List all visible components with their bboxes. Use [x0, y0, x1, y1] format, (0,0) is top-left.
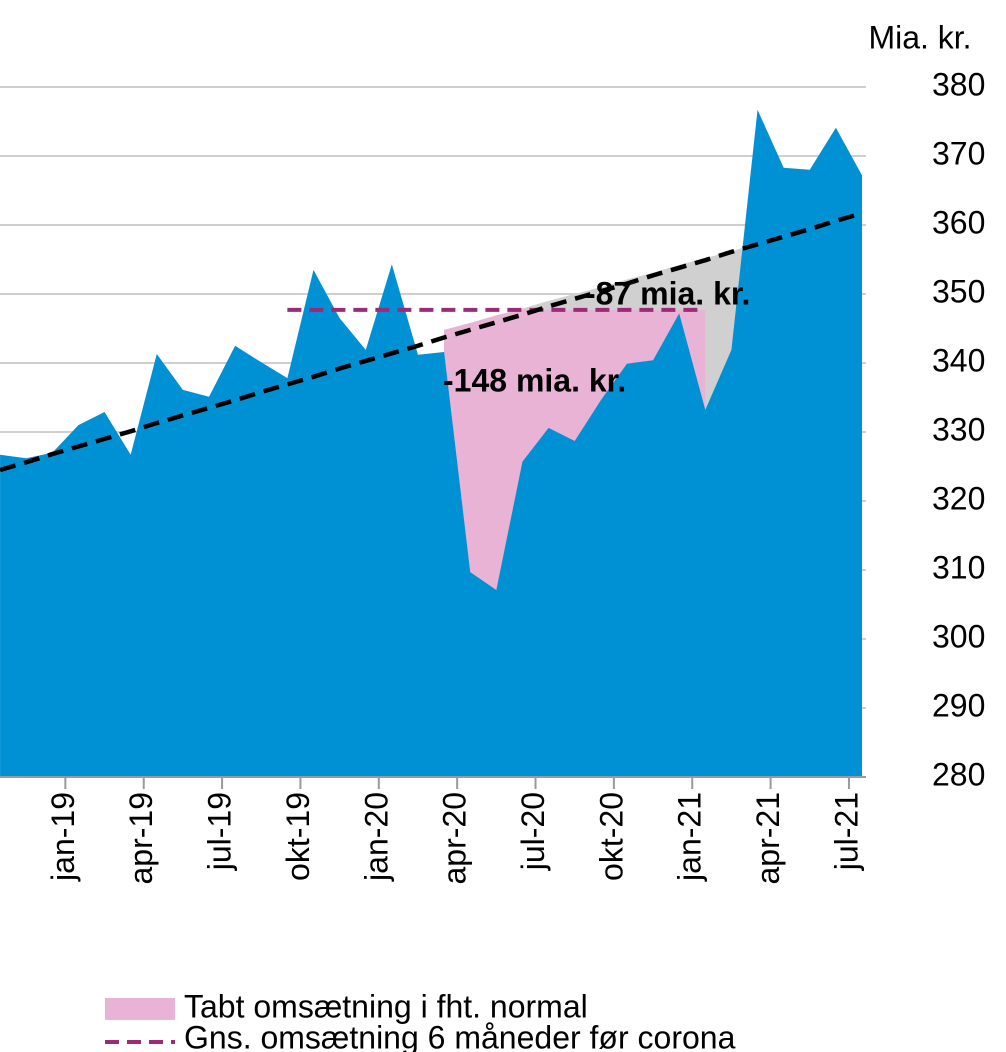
- x-tick-label: jul-21: [828, 792, 864, 871]
- legend-label: Tabt omsætning i fht. normal: [184, 988, 588, 1024]
- y-tick-label: 280: [932, 756, 985, 792]
- y-tick-label: 320: [932, 480, 985, 516]
- y-tick-label: 290: [932, 687, 985, 723]
- x-tick-label: okt-18: [0, 792, 2, 881]
- x-tick-label: jan-20: [358, 792, 394, 882]
- x-tick-label: apr-21: [750, 792, 786, 885]
- x-tick-label: apr-19: [123, 792, 159, 885]
- x-tick-label: jul-19: [202, 792, 238, 871]
- x-tick-label: apr-20: [437, 792, 473, 885]
- annotation: -87 mia. kr.: [585, 275, 750, 311]
- y-tick-label: 360: [932, 204, 985, 240]
- x-tick-label: jan-21: [672, 792, 708, 882]
- actual-area: [0, 109, 863, 777]
- x-tick-label: jul-20: [515, 792, 551, 871]
- annotation: -148 mia. kr.: [443, 362, 626, 398]
- y-tick-label: 340: [932, 342, 985, 378]
- x-tick-label: okt-19: [280, 792, 316, 881]
- y-axis-label: Mia. kr.: [868, 19, 971, 55]
- y-tick-label: 300: [932, 618, 985, 654]
- x-tick-label: jan-19: [45, 792, 81, 882]
- legend-swatch: [105, 998, 175, 1020]
- y-tick-label: 350: [932, 273, 985, 309]
- y-tick-label: 310: [932, 549, 985, 585]
- legend-label: Gns. omsætning 6 måneder før corona: [184, 1019, 736, 1052]
- y-tick-label: 370: [932, 135, 985, 171]
- y-tick-label: 330: [932, 411, 985, 447]
- y-tick-label: 380: [932, 66, 985, 102]
- x-tick-label: okt-20: [593, 792, 629, 881]
